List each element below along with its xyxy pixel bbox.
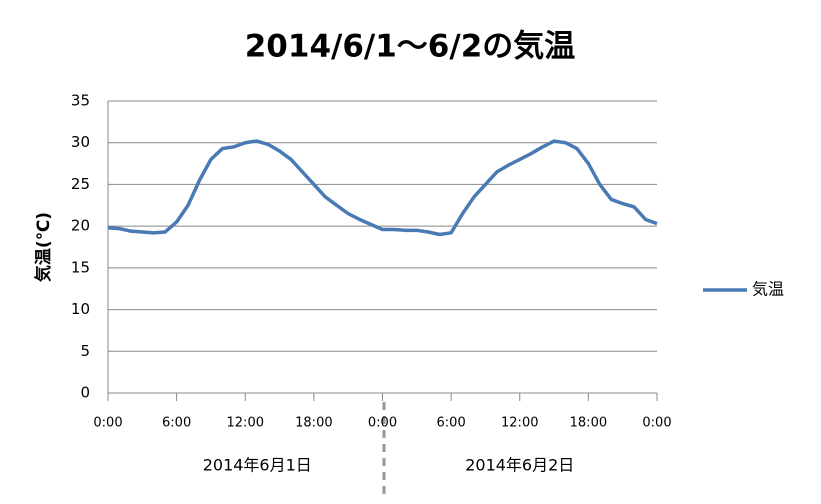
chart-title: 2014/6/1～6/2の気温 [245, 29, 576, 65]
legend-label: 気温 [752, 280, 784, 299]
date-label: 2014年6月2日 [465, 456, 574, 475]
x-tick-label: 18:00 [295, 416, 332, 431]
y-tick-label: 25 [71, 175, 90, 193]
y-axis-label: 気温(℃) [33, 212, 54, 283]
y-tick-label: 15 [71, 258, 90, 276]
x-tick-label: 12:00 [227, 416, 264, 431]
x-tick-label: 18:00 [570, 416, 607, 431]
y-tick-label: 0 [80, 384, 90, 402]
x-tick-label: 6:00 [437, 416, 466, 431]
x-tick-label: 6:00 [162, 416, 191, 431]
y-tick-label: 35 [71, 92, 90, 110]
x-tick-label: 0:00 [93, 416, 122, 431]
y-tick-label: 10 [71, 300, 90, 318]
y-tick-label: 30 [71, 133, 90, 151]
x-tick-label: 12:00 [501, 416, 538, 431]
x-tick-label: 0:00 [642, 416, 671, 431]
y-tick-label: 5 [80, 342, 90, 360]
date-label: 2014年6月1日 [203, 456, 312, 475]
y-tick-label: 20 [71, 217, 90, 235]
series-line [107, 139, 658, 237]
x-tick-label: 0:00 [368, 416, 397, 431]
